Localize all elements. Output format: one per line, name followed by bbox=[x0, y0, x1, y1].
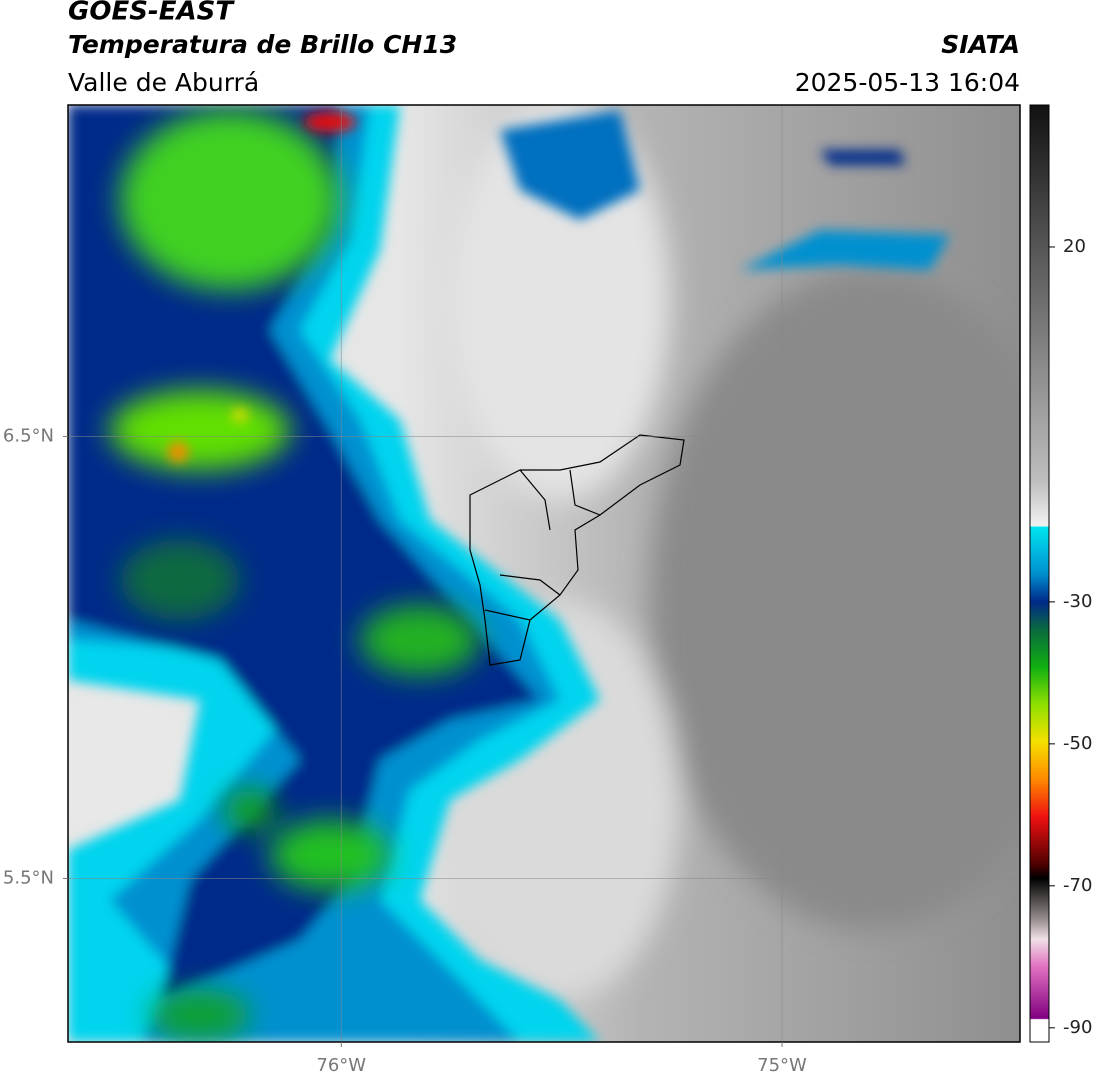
y-tick-label: 6.5°N bbox=[3, 425, 54, 446]
region: Valle de Aburrá bbox=[68, 68, 259, 97]
colorbar-tick-label: 20 bbox=[1063, 236, 1086, 257]
map-frame bbox=[67, 104, 1021, 1043]
colorbar-tick-label: -70 bbox=[1063, 875, 1092, 896]
datetime: 2025-05-13 16:04 bbox=[795, 68, 1020, 97]
colorbar-tick-label: -30 bbox=[1063, 591, 1092, 612]
title: GOES-EAST bbox=[68, 0, 235, 27]
subtitle: Temperatura de Brillo CH13 bbox=[68, 30, 457, 59]
x-tick-label: 75°W bbox=[757, 1055, 807, 1076]
colorbar-tick-label: -50 bbox=[1063, 733, 1092, 754]
source: SIATA bbox=[941, 30, 1020, 59]
colorbar bbox=[1029, 104, 1050, 1043]
x-tick-label: 76°W bbox=[316, 1055, 366, 1076]
colorbar-tick-label: -90 bbox=[1063, 1017, 1092, 1038]
grid bbox=[68, 105, 1020, 1042]
satellite-image bbox=[68, 105, 1020, 1042]
y-tick-label: 5.5°N bbox=[3, 867, 54, 888]
